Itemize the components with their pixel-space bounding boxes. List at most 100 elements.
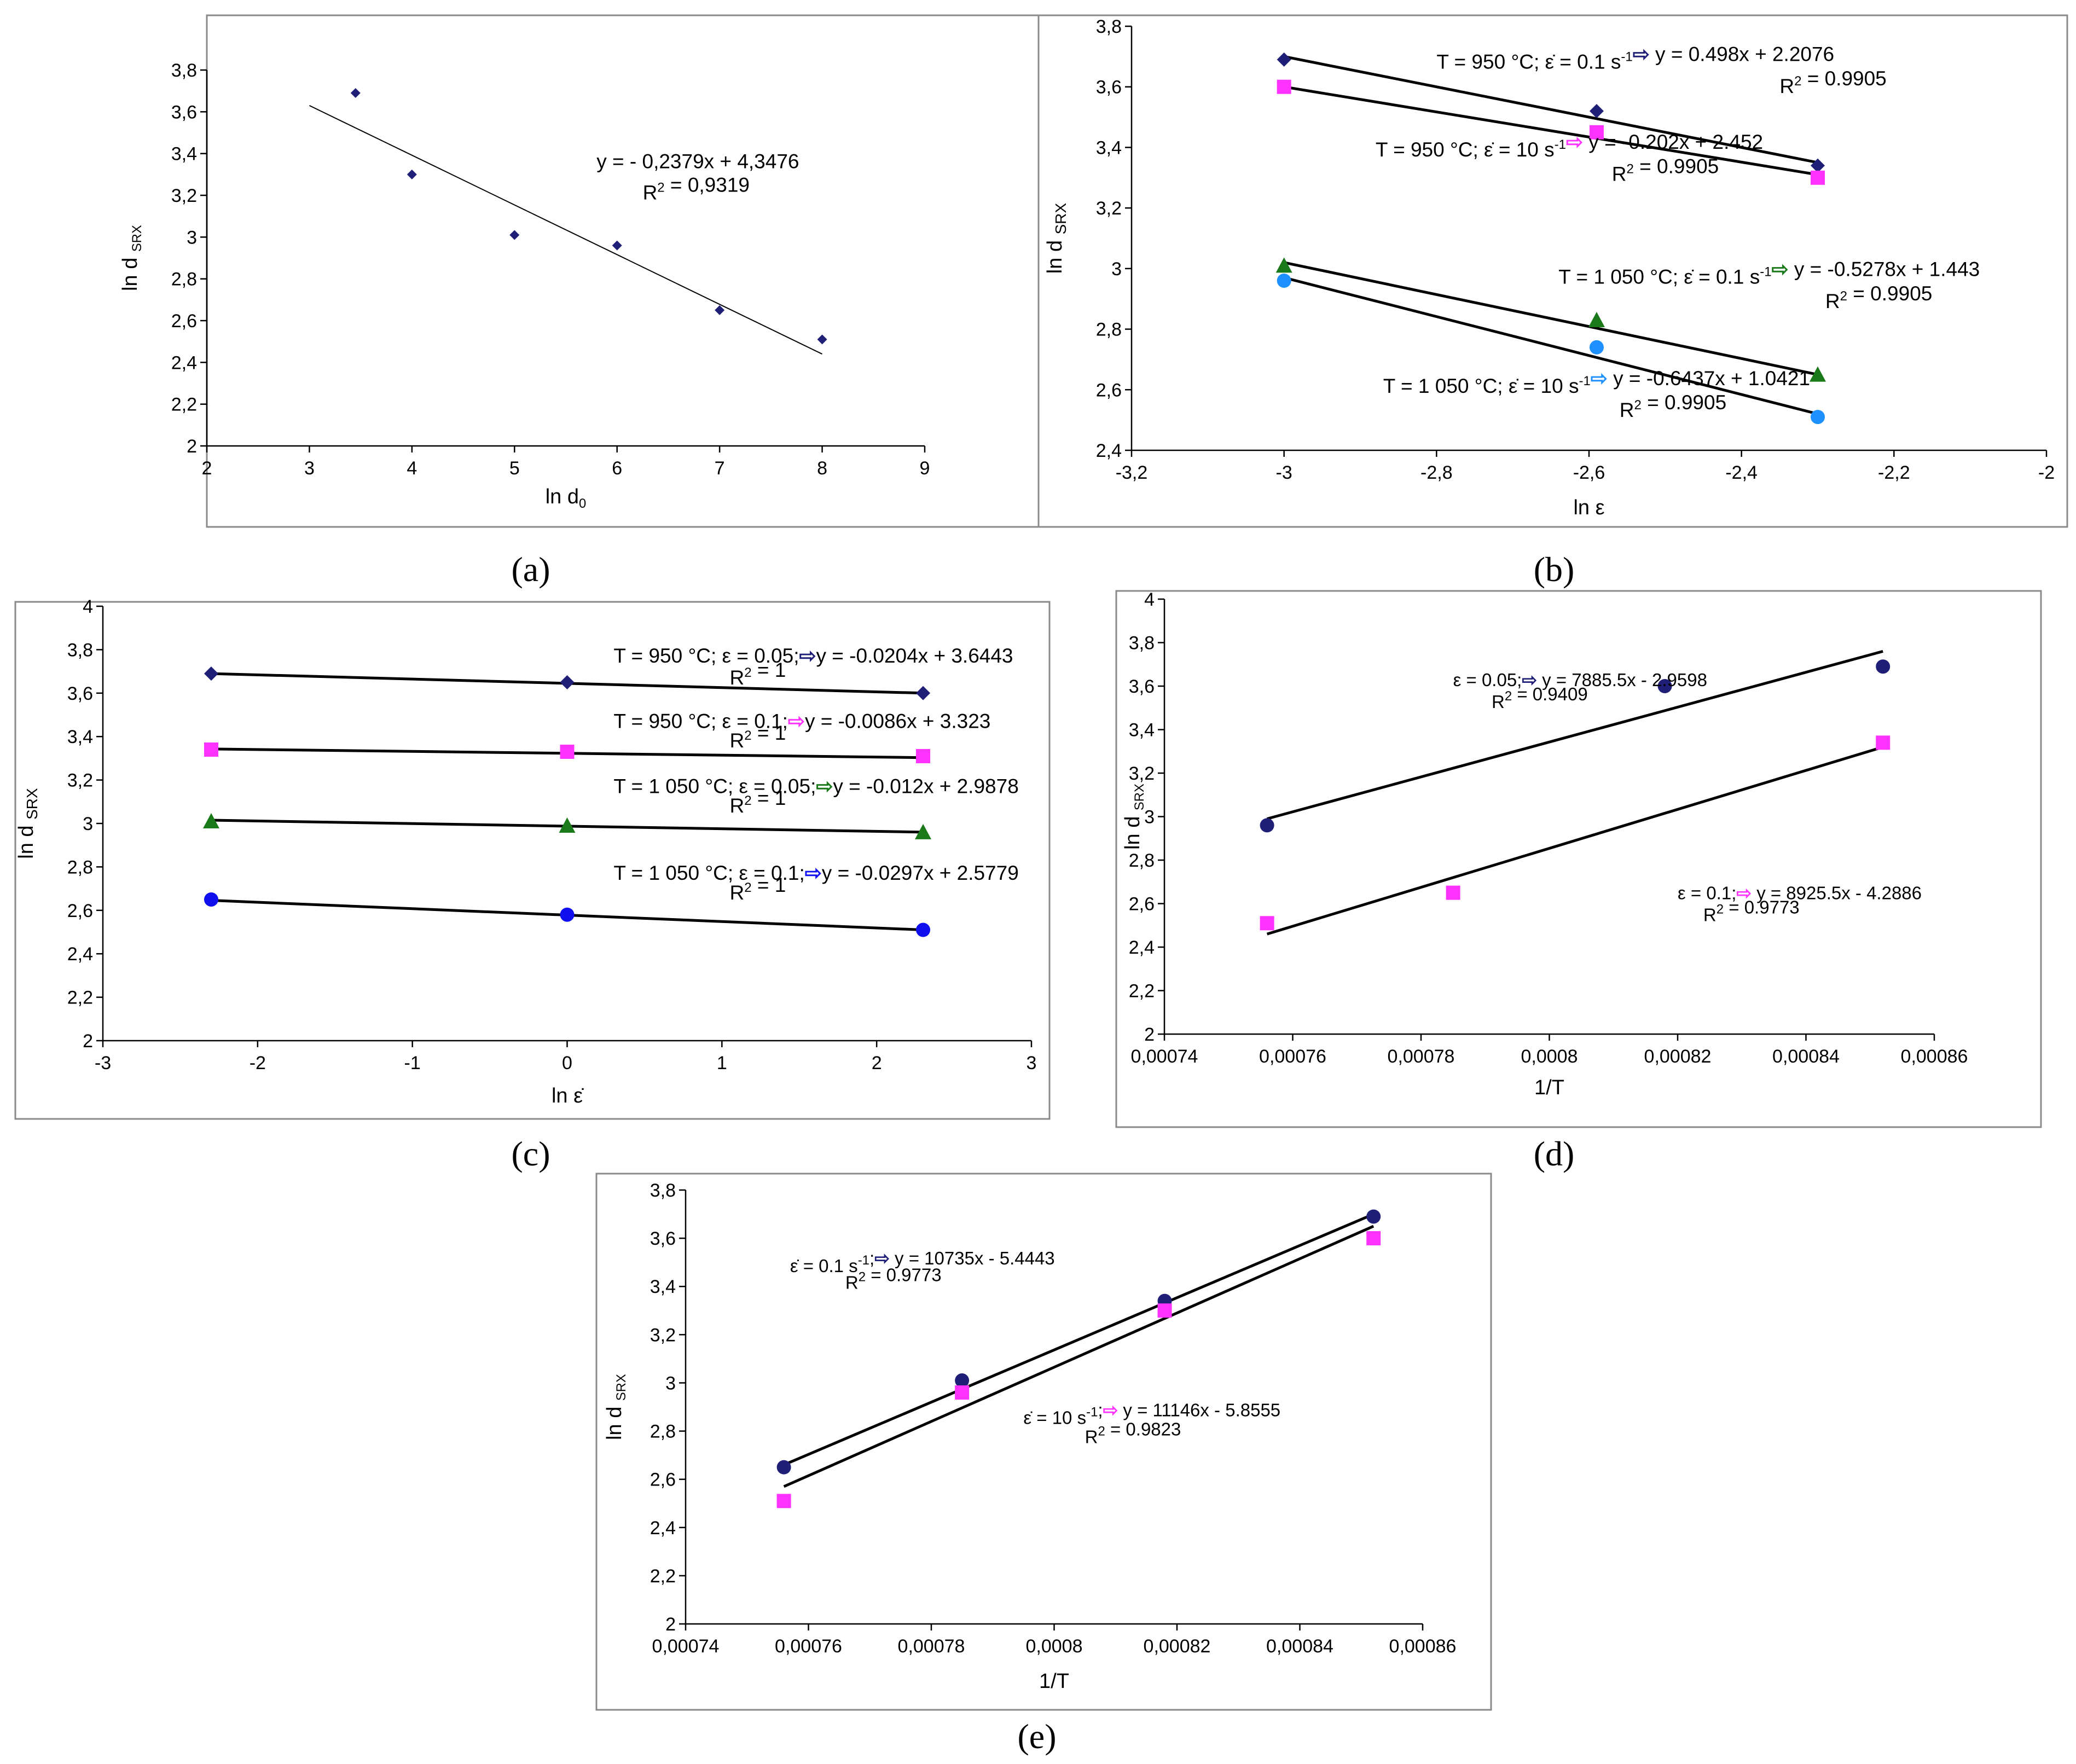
data-point	[1589, 104, 1604, 118]
data-point	[1589, 125, 1604, 140]
x-tick-label: -3	[95, 1053, 111, 1074]
y-tick-label: 2,8	[67, 857, 93, 878]
trendline	[1266, 745, 1883, 936]
data-point	[1876, 659, 1891, 674]
y-tick-label: 2,4	[171, 352, 197, 373]
y-tick-label: 3,4	[1096, 137, 1122, 158]
y-tick-label: 3,2	[1129, 763, 1155, 784]
y-tick-label: 3,6	[67, 683, 93, 704]
data-point	[1157, 1303, 1172, 1318]
y-tick-label: 2,6	[1096, 380, 1122, 401]
x-tick-label: -2,2	[1878, 462, 1910, 483]
panel-b-chart-area	[1037, 14, 2068, 528]
x-axis-title: ln d0	[546, 485, 587, 511]
trendline-equation: T = 1 050 °C; ε̇ = 0.1 s-1⇨ y = -0.5278x…	[1558, 258, 1980, 288]
y-tick-label: 3	[665, 1373, 676, 1394]
y-tick-label: 2,8	[650, 1421, 676, 1442]
trendline-equation: R2 = 0.9905	[1612, 155, 1719, 185]
x-tick-label: 0,00074	[1131, 1046, 1198, 1067]
y-tick-label: 2,4	[1096, 440, 1122, 461]
y-tick-label: 3,8	[1129, 633, 1155, 654]
trendline-equation: R2 = 1	[729, 787, 786, 817]
data-point	[776, 1494, 791, 1508]
trendline-equation: R2 = 0.9823	[1085, 1419, 1181, 1447]
trendline-equation: ε̇ = 10 s-1;⇨ y = 11146x - 5.8555	[1023, 1400, 1280, 1428]
x-tick-label: -2,8	[1420, 462, 1453, 483]
y-tick-label: 3	[1144, 807, 1155, 828]
data-point	[509, 230, 520, 240]
x-axis-title: 1/T	[1534, 1076, 1564, 1099]
trendline-equation: R2 = 0.9905	[1779, 67, 1886, 97]
x-tick-label: 0	[562, 1053, 572, 1074]
data-point	[1277, 52, 1291, 67]
data-point	[1657, 679, 1672, 693]
panel-a: (a) 2 2,2 2,4 2,6 2,8 3 3,2 3,4 3,6 3,8 2 3 4 5 6 7 8 9 ln…	[119, 14, 1051, 589]
x-tick-label: 7	[715, 458, 725, 479]
y-tick-label: 2,2	[171, 394, 197, 415]
trendline-equation: R2 = 0.9773	[845, 1265, 942, 1293]
y-tick-label: 3,6	[650, 1228, 676, 1249]
x-tick-label: -2,4	[1725, 462, 1758, 483]
trendline-equation: T = 950 °C; ε = 0.1;⇨y = -0.0086x + 3.32…	[613, 710, 990, 732]
x-tick-label: 2	[202, 458, 212, 479]
trendline	[1284, 55, 1818, 164]
trendline	[1284, 85, 1818, 176]
data-point	[204, 892, 218, 907]
data-point	[1260, 818, 1274, 833]
x-tick-label: 4	[407, 458, 417, 479]
data-point	[916, 686, 931, 700]
y-tick-label: 3,2	[650, 1325, 676, 1345]
y-tick-label: 2,8	[1129, 850, 1155, 871]
trendline-equation: T = 1 050 °C; ε = 0.05;⇨y = -0.012x + 2.…	[613, 775, 1018, 797]
y-tick-label: 3,4	[1129, 720, 1155, 741]
trendline-equation: R2 = 1	[729, 722, 786, 752]
data-point	[612, 240, 622, 251]
data-point	[1876, 735, 1891, 750]
data-point	[1275, 257, 1292, 273]
x-tick-label: 5	[509, 458, 520, 479]
panel-b: (b) 2,4 2,6 2,8 3 3,2 3,4 3,6 3,8 -3,2 -3 -2,8 -2,6…	[1037, 14, 2068, 589]
panel-e-label: (e)	[1017, 1717, 1056, 1756]
x-tick-label: 0,00078	[898, 1636, 965, 1657]
x-tick-label: 0,00082	[1644, 1046, 1712, 1067]
trendline	[783, 1225, 1375, 1488]
x-tick-label: 8	[817, 458, 827, 479]
x-tick-label: 0,00084	[1772, 1046, 1840, 1067]
data-point	[1588, 311, 1605, 327]
y-tick-label: 3	[83, 814, 93, 834]
panel-e-chart-area	[595, 1173, 1492, 1711]
y-tick-label: 2	[665, 1614, 676, 1635]
y-tick-label: 2,2	[650, 1566, 676, 1587]
data-point	[560, 675, 575, 689]
y-tick-label: 2,6	[650, 1470, 676, 1490]
trendline-equation: R2 = 0.9773	[1703, 897, 1800, 925]
y-tick-label: 3,8	[650, 1180, 676, 1201]
trendline-equation: T = 950 °C; ε = 0.05;⇨y = -0.0204x + 3.6…	[613, 645, 1013, 667]
y-tick-label: 2,2	[67, 988, 93, 1008]
data-point	[560, 907, 575, 922]
trendline-equation: R2 = 0,9319	[643, 174, 750, 204]
data-point	[204, 742, 218, 757]
trendline-equation: R2 = 0.9905	[1620, 391, 1726, 421]
x-axis-title: ln ε̇	[552, 1084, 584, 1107]
x-axis-title: ln ε	[1573, 496, 1604, 519]
data-point	[1811, 170, 1825, 185]
x-tick-label: 0,00074	[652, 1636, 720, 1657]
x-tick-label: 0,0008	[1026, 1636, 1083, 1657]
data-point	[1260, 916, 1274, 931]
y-tick-label: 3	[187, 227, 197, 248]
trendline-equation: ε = 0.1;⇨ y = 8925.5x - 4.2886	[1678, 883, 1922, 903]
data-point	[1366, 1231, 1381, 1246]
trendline-equation: T = 950 °C; ε̇ = 10 s-1⇨ y = -0.202x + 2…	[1376, 131, 1763, 161]
panel-d-label: (d)	[1534, 1134, 1575, 1173]
trendline-equation: R2 = 1	[729, 659, 786, 689]
panel-a-label: (a)	[511, 550, 550, 589]
x-tick-label: 1	[717, 1053, 727, 1074]
panel-e: (e) 2 2,2 2,4 2,6 2,8 3 3,2 3,4 3,6 3,8 0,00074 0,0…	[595, 1173, 1492, 1756]
data-point	[776, 1460, 791, 1475]
trendline-equation: y = - 0,2379x + 4,3476	[596, 150, 799, 172]
trendline	[783, 1212, 1375, 1466]
y-tick-label: 3,6	[1096, 77, 1122, 98]
panel-c-chart-area	[14, 601, 1051, 1120]
x-tick-label: 0,00082	[1144, 1636, 1211, 1657]
